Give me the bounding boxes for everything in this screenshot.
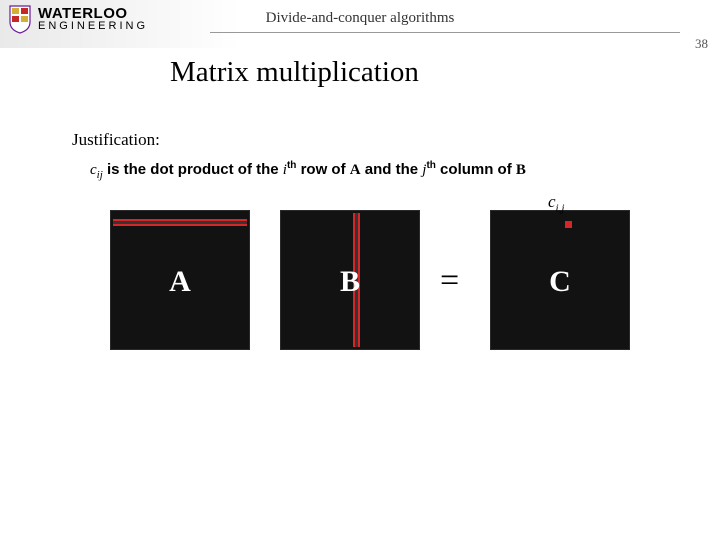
matrix-C-entry-dot — [565, 221, 572, 228]
matrix-B-box: B — [280, 210, 420, 350]
slide-body: Justification: cij is the dot product of… — [72, 130, 680, 181]
cij-annotation: ci,j — [548, 192, 564, 214]
just-text-4: column of — [436, 161, 516, 178]
matrix-A-label: A — [111, 265, 249, 299]
sup-th-2: th — [426, 160, 435, 171]
matrix-B-label: B — [281, 265, 419, 299]
equals-sign: = — [440, 262, 459, 300]
sup-th-1: th — [287, 160, 296, 171]
justification-text: cij is the dot product of the ith row of… — [90, 160, 680, 181]
course-topic: Divide-and-conquer algorithms — [0, 10, 720, 27]
cij-c: c — [548, 192, 556, 211]
matrix-B-name: B — [516, 162, 526, 178]
slide-title: Matrix multiplication — [170, 56, 419, 89]
just-text-1: is the dot product of the — [103, 161, 283, 178]
slide-header: WATERLOO ENGINEERING Divide-and-conquer … — [0, 0, 720, 48]
matrix-C-label: C — [491, 265, 629, 299]
matrix-A-box: A — [110, 210, 250, 350]
matrix-C-box: C — [490, 210, 630, 350]
just-text-2: row of — [296, 161, 349, 178]
matrix-diagram: A B = C ci,j — [110, 210, 650, 390]
just-text-3: and the — [361, 161, 423, 178]
justification-label: Justification: — [72, 130, 680, 150]
var-cij-c: c — [90, 162, 97, 178]
cij-sub: i,j — [556, 202, 565, 214]
matrix-A-row-highlight — [113, 219, 247, 226]
matrix-A-name: A — [350, 162, 361, 178]
header-rule — [210, 32, 680, 33]
page-number: 38 — [695, 36, 708, 52]
